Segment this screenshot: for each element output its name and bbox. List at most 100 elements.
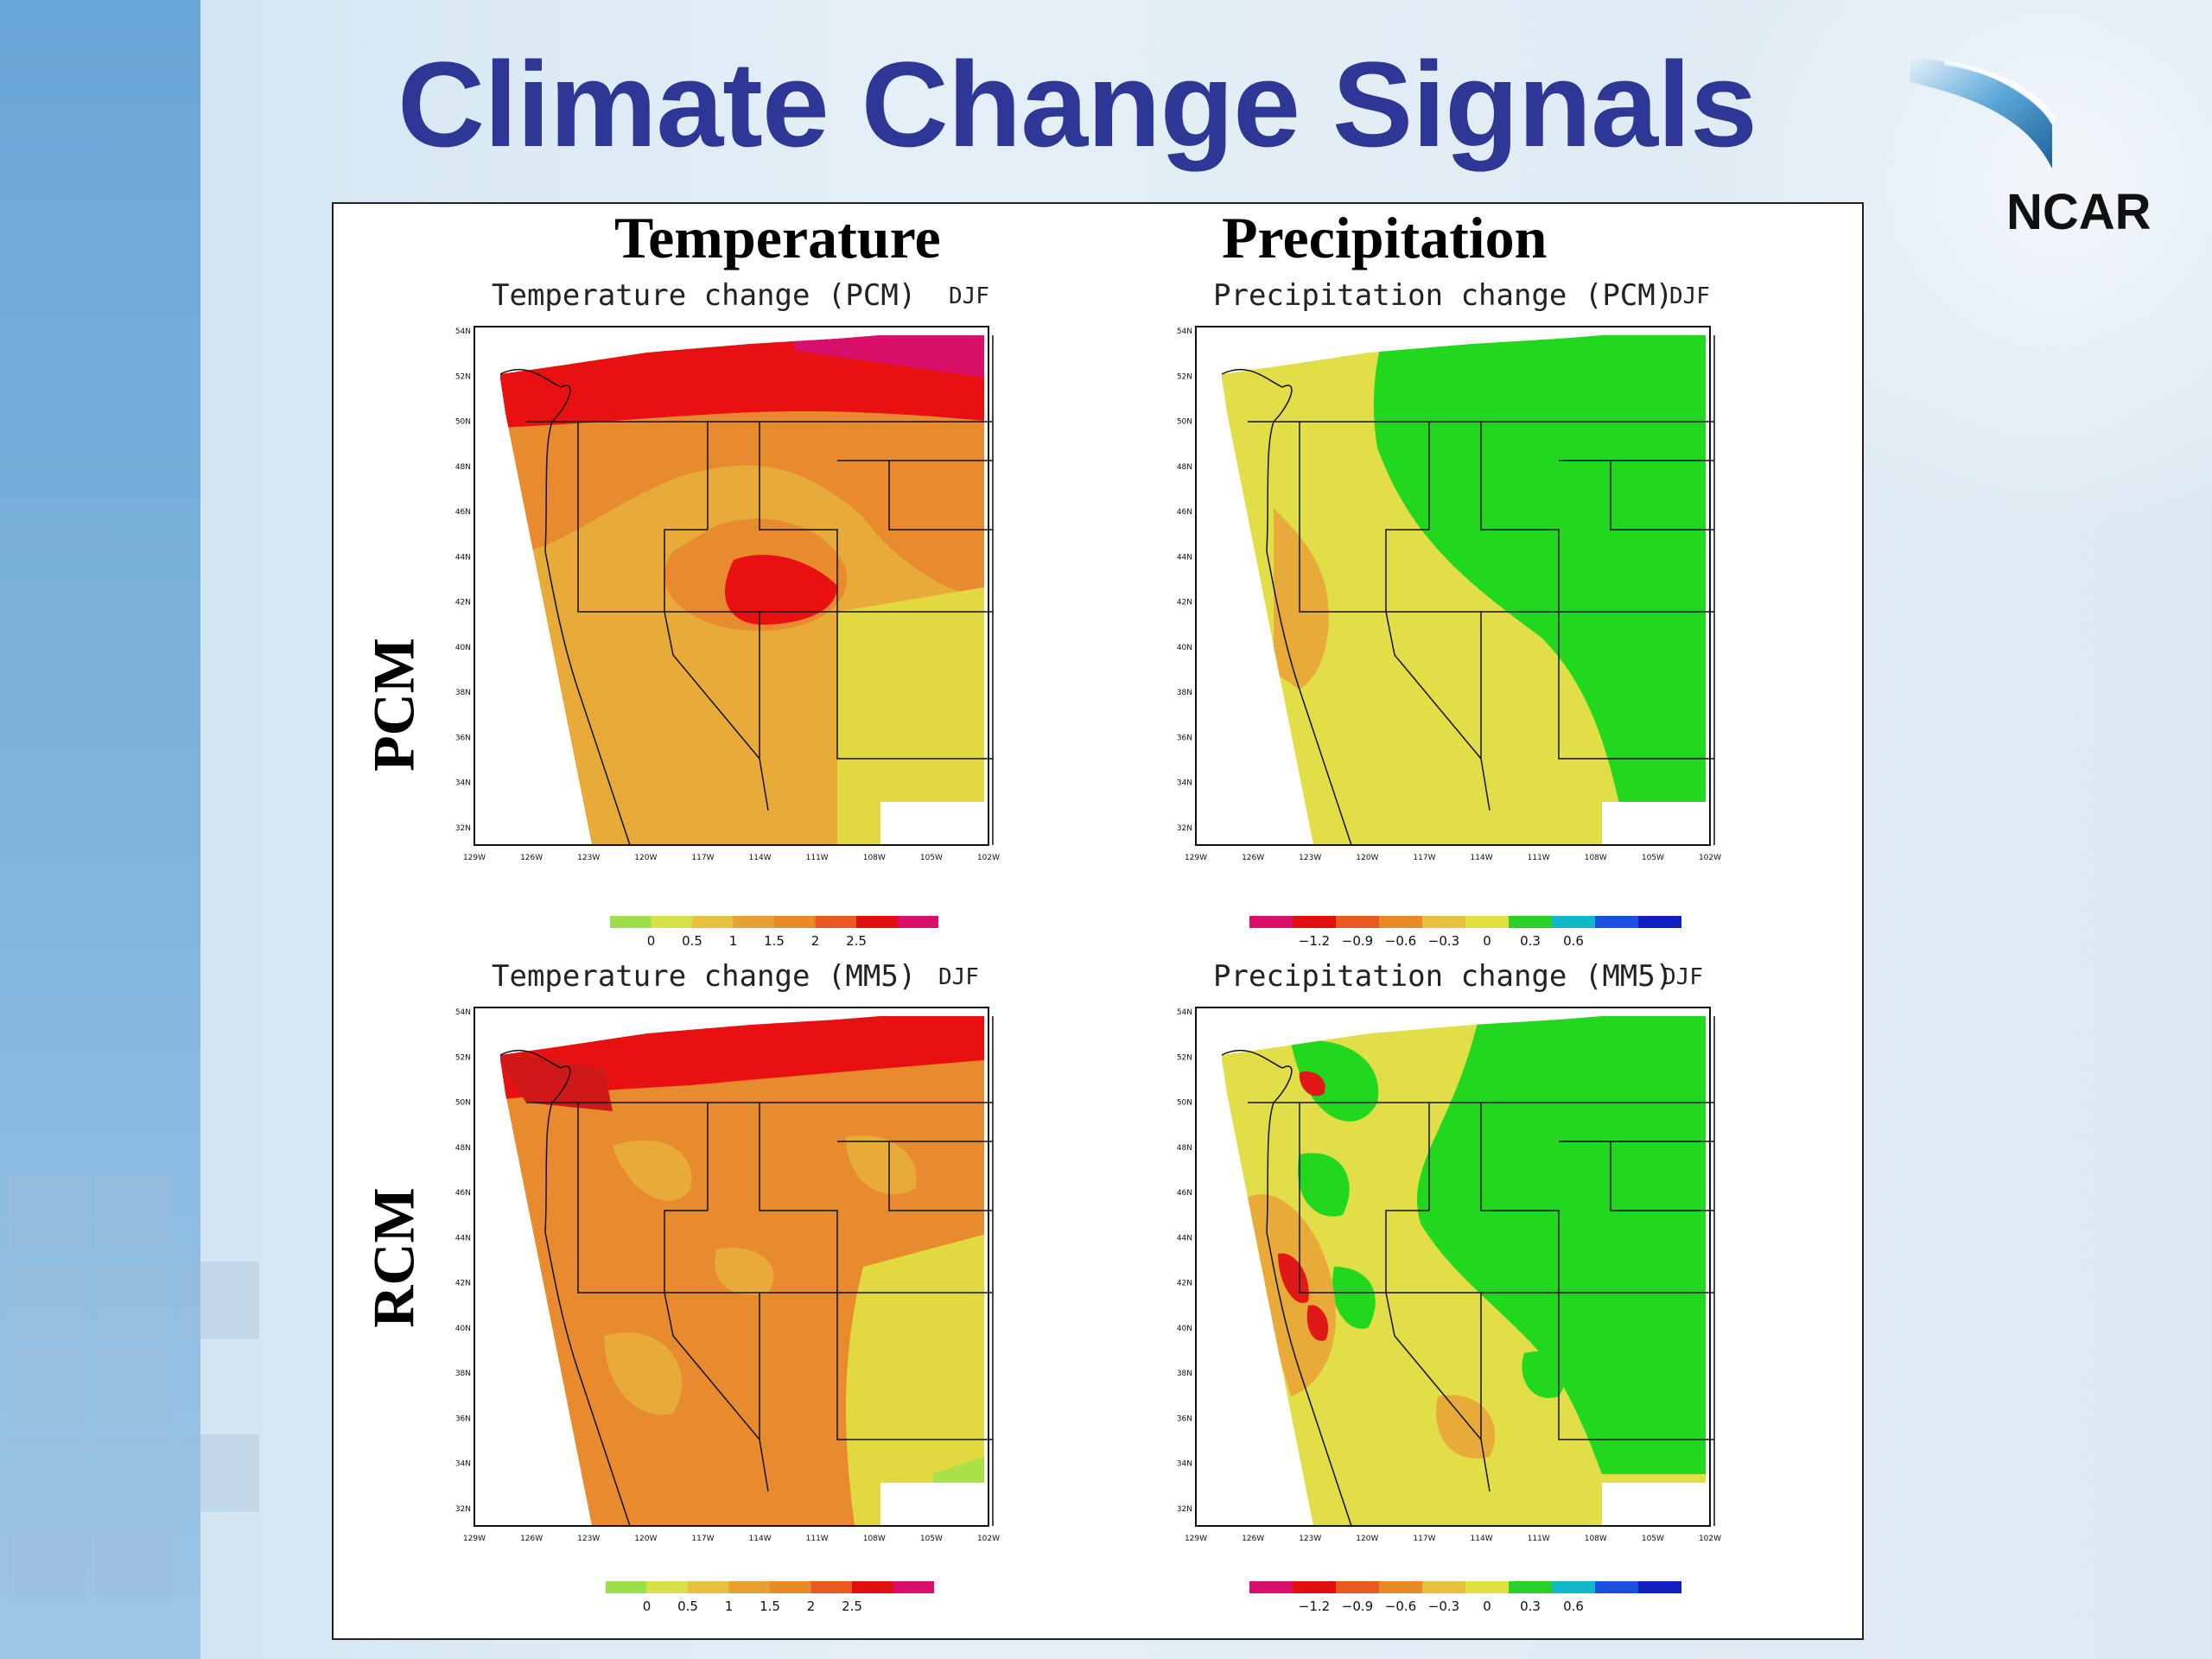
lat-tick-label: 40N [1177, 1325, 1192, 1333]
coastline [1221, 368, 1352, 846]
lat-tick-label: 40N [455, 644, 471, 652]
coastline [499, 1049, 631, 1527]
lat-tick-label: 44N [1177, 1234, 1192, 1243]
lon-tick-label: 120W [1356, 1535, 1378, 1543]
colorbar-swatch [1595, 916, 1638, 928]
map-frame [1195, 326, 1711, 846]
lat-tick-label: 34N [455, 1460, 471, 1469]
lat-tick-label: 42N [455, 599, 471, 607]
map-title-temp-pcm: Temperature change (PCM) [492, 278, 917, 313]
colorbar-swatch [1336, 1581, 1379, 1593]
lon-tick-label: 105W [920, 1535, 943, 1543]
field-orange [1274, 508, 1329, 690]
ncar-logo [1892, 48, 2169, 246]
lat-tick-label: 34N [1177, 1460, 1192, 1469]
colorbar-swatch [1552, 1581, 1595, 1593]
lat-tick-label: 32N [1177, 824, 1192, 833]
field-magenta [794, 335, 984, 378]
lon-tick-label: 120W [634, 1535, 657, 1543]
colorbar-label: 2.5 [842, 1599, 862, 1614]
colorbar-swatch [728, 1581, 770, 1593]
map-frame [474, 326, 989, 846]
lon-tick-label: 117W [1413, 854, 1435, 862]
lon-tick-label: 111W [806, 854, 829, 862]
lon-tick-label: 105W [1642, 1535, 1664, 1543]
map-frame [1195, 1007, 1711, 1527]
colorbar-swatch [1465, 1581, 1509, 1593]
lon-tick-label: 129W [463, 1535, 486, 1543]
map-season-temp-pcm: DJF [949, 283, 989, 309]
lon-tick-label: 108W [1585, 854, 1607, 862]
colorbar-label: 1 [725, 1599, 734, 1614]
colorbar-swatch [1422, 916, 1465, 928]
colorbar-label: 2 [807, 1599, 816, 1614]
field-red-core [725, 555, 837, 625]
lat-tick-label: 54N [1177, 327, 1192, 336]
field-green-east [1417, 1016, 1706, 1474]
map-temp-mm5: 54N 52N 50N 48N 46N 44N 42N 40N 38N 36N 34N 32N 129W… [442, 997, 1029, 1559]
colorbar-label: 0 [647, 933, 656, 949]
lat-tick-label: 36N [1177, 1414, 1192, 1423]
lat-tick-label: 44N [455, 553, 471, 562]
lon-tick-label: 114W [749, 854, 772, 862]
colorbar-label: 0 [1483, 933, 1491, 949]
field-yellow [846, 1232, 984, 1526]
colorbar-label: 0 [1483, 1599, 1491, 1614]
field-yellow [837, 586, 984, 845]
colorbar-swatch [1249, 916, 1293, 928]
colorbar-swatch [1638, 1581, 1681, 1593]
colorbar-label: 0.5 [682, 933, 702, 949]
map-season-precip-pcm: DJF [1669, 283, 1710, 309]
map-precip-mm5: 54N 52N 50N 48N 46N 44N 42N 40N 38N 36N 34N 32N 129W… [1163, 997, 1751, 1559]
lat-tick-label: 32N [455, 824, 471, 833]
colorbar-swatch [897, 916, 938, 928]
colorbar-label: −0.3 [1428, 1599, 1459, 1614]
colorbar-swatch [1249, 1581, 1293, 1593]
colorbar-swatch [688, 1581, 729, 1593]
lon-tick-label: 108W [863, 854, 886, 862]
coastline [499, 368, 631, 846]
figure-panel: Temperature Precipitation PCM RCM Temper… [332, 202, 1864, 1640]
lat-tick-label: 34N [1177, 779, 1192, 788]
map-frame [474, 1007, 989, 1527]
colorbar-swatch [1293, 1581, 1336, 1593]
lon-tick-label: 120W [1356, 854, 1378, 862]
colorbar-swatch [770, 1581, 811, 1593]
lat-tick-label: 40N [1177, 644, 1192, 652]
lat-tick-label: 52N [455, 372, 471, 381]
colorbar-swatch [646, 1581, 688, 1593]
colorbar-swatch [1509, 1581, 1552, 1593]
lon-tick-label: 108W [1585, 1535, 1607, 1543]
lat-tick-label: 42N [455, 1280, 471, 1288]
field-green [1373, 335, 1706, 845]
lon-tick-label: 123W [1299, 854, 1321, 862]
lat-tick-label: 52N [1177, 372, 1192, 381]
colorbar-label: 0.3 [1520, 1599, 1541, 1614]
lon-tick-label: 102W [1699, 854, 1721, 862]
colorbar-label: 0.6 [1563, 933, 1584, 949]
colorbar-swatch [1336, 916, 1379, 928]
colorbar-swatch [692, 916, 734, 928]
colorbar-temperature-pcm: 0 0.5 1 1.5 2 2.5 [601, 914, 947, 952]
lat-tick-label: 38N [1177, 689, 1192, 697]
lon-tick-label: 114W [1471, 854, 1493, 862]
lat-tick-label: 32N [1177, 1505, 1192, 1514]
colorbar-label: −1.2 [1299, 933, 1330, 949]
lon-tick-label: 114W [749, 1535, 772, 1543]
lat-tick-label: 34N [455, 779, 471, 788]
lon-tick-label: 117W [691, 1535, 714, 1543]
lon-tick-label: 111W [1528, 854, 1550, 862]
colorbar-precipitation-mm5: −1.2 −0.9 −0.6 −0.3 0 0.3 0.6 [1241, 1580, 1690, 1618]
lat-tick-label: 46N [1177, 508, 1192, 517]
map-temp-pcm: 54N 52N 50N 48N 46N 44N 42N 40N 38N 36N 34N 32N 129W… [442, 316, 1029, 878]
field-green-patches [1291, 1040, 1566, 1398]
state-boundaries [526, 1016, 994, 1526]
map-season-temp-mm5: DJF [938, 964, 979, 990]
lat-tick-label: 54N [455, 1008, 471, 1017]
colorbar-swatch [1509, 916, 1552, 928]
colorbar-swatch [1293, 916, 1336, 928]
colorbar-label: 2 [811, 933, 820, 949]
lon-tick-label: 102W [1699, 1535, 1721, 1543]
colorbar-swatch [1379, 916, 1422, 928]
colorbar-label: 1 [729, 933, 738, 949]
